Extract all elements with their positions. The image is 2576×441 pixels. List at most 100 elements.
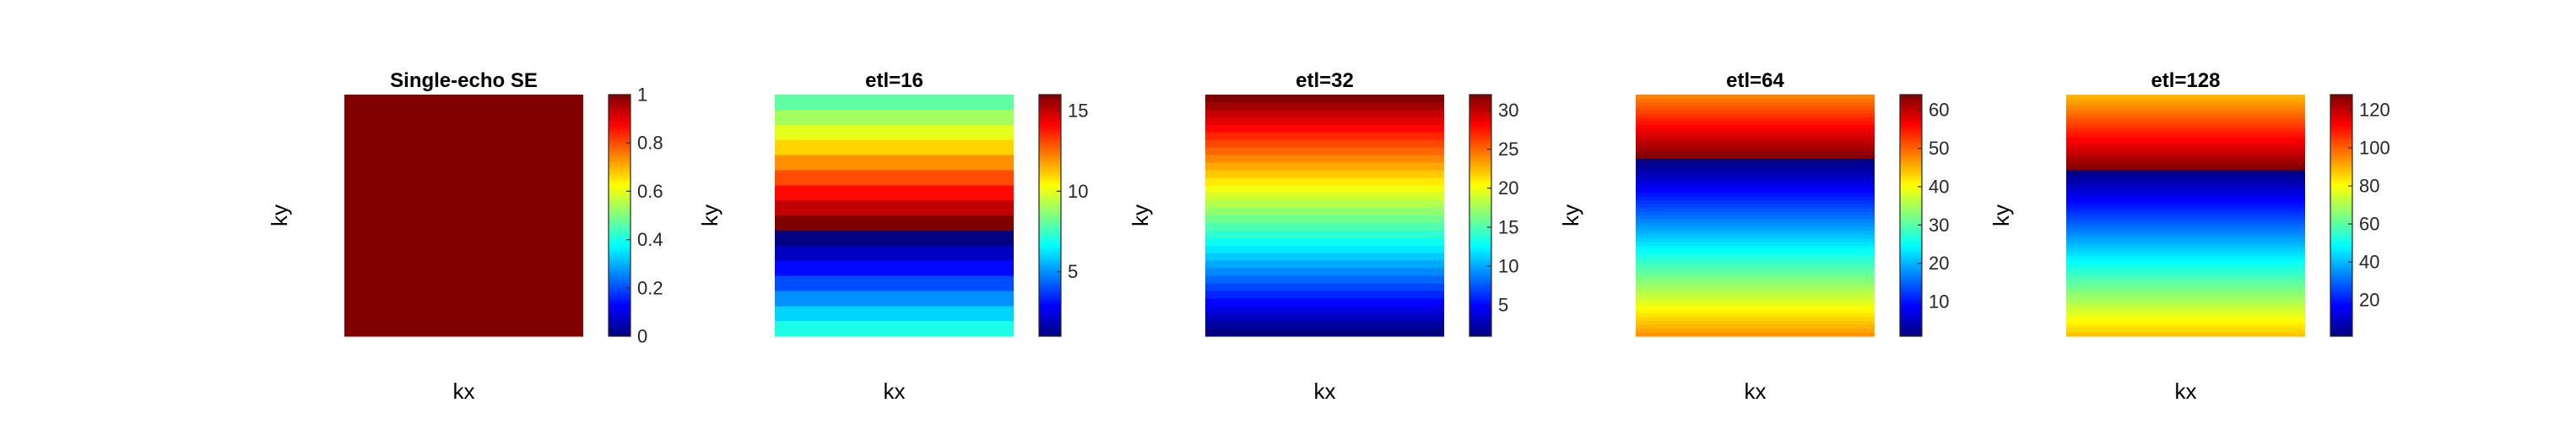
x-axis-label: kx [1314, 378, 1336, 404]
heatmap-row [1636, 215, 1875, 220]
heatmap-row [2066, 243, 2305, 247]
heatmap-row [2066, 210, 2305, 213]
heatmap-row [2066, 179, 2305, 182]
heatmap-row [2066, 259, 2305, 262]
heatmap-row [2066, 266, 2305, 270]
heatmap-row [1205, 155, 1444, 164]
heatmap-row [2066, 247, 2305, 250]
heatmap-row [1636, 208, 1875, 213]
heatmap-row [1636, 306, 1875, 311]
chart-title: etl=32 [1296, 69, 1354, 92]
heatmap-row [1636, 106, 1875, 111]
heatmap-row [2066, 324, 2305, 328]
heatmap-row [2066, 166, 2305, 169]
heatmap-row [2066, 215, 2305, 218]
heatmap-row [1636, 283, 1875, 288]
colorbar-tick-label: 5 [1068, 261, 1078, 282]
heatmap-row [1205, 215, 1444, 224]
chart-title: etl=128 [2151, 69, 2220, 92]
heatmap-row [2066, 330, 2305, 334]
heatmap-row [2066, 262, 2305, 265]
heatmap-row [1636, 95, 1875, 100]
heatmap-row [2066, 242, 2305, 245]
heatmap-row [2066, 202, 2305, 205]
colorbar-tick-label: 0.4 [637, 229, 663, 250]
heatmap-row [1636, 200, 1875, 205]
heatmap-row [775, 139, 1014, 156]
heatmap-row [2066, 304, 2305, 307]
chart-panel-3: etl=32 kx ky 5 10 15 20 25 30 [1128, 69, 1518, 404]
heatmap-row [2066, 115, 2305, 118]
colorbar-tick-label: 50 [1929, 138, 1949, 159]
heatmap-row [2066, 289, 2305, 291]
heatmap-row [1636, 158, 1875, 164]
heatmap-row [2066, 311, 2305, 314]
heatmap-row [1636, 181, 1875, 186]
heatmap-row [2066, 292, 2305, 296]
heatmap-row [2066, 329, 2305, 331]
heatmap-row [2066, 200, 2305, 203]
heatmap-row [2066, 257, 2305, 259]
heatmap-row [2066, 291, 2305, 294]
heatmap-row [2066, 144, 2305, 146]
chart-panel-5: etl=128 kx ky 20 40 60 80 100 120 [1989, 69, 2390, 404]
heatmap-row [2066, 181, 2305, 184]
heatmap-row [1636, 222, 1875, 228]
heatmap-row [775, 109, 1014, 126]
heatmap-row [1205, 139, 1444, 149]
heatmap-row [1636, 144, 1875, 149]
heatmap-row [2066, 283, 2305, 286]
heatmap-row [2066, 318, 2305, 322]
heatmap-row [2066, 300, 2305, 303]
heatmap-row [2066, 138, 2305, 141]
heatmap-row [2066, 332, 2305, 335]
heatmap-row [2066, 313, 2305, 317]
y-axis-label: ky [1128, 204, 1153, 226]
chart-panel-4: etl=64 kx ky 10 20 30 40 50 60 [1558, 69, 1949, 404]
heatmap-row [2066, 232, 2305, 235]
heatmap-row [2066, 190, 2305, 193]
heatmap-row [1636, 155, 1875, 160]
chart-title: etl=16 [865, 69, 923, 92]
heatmap-row [2066, 168, 2305, 171]
heatmap-row [1636, 332, 1875, 337]
heatmap-row [1636, 124, 1875, 129]
heatmap-row [1636, 136, 1875, 141]
colorbar [608, 94, 631, 337]
heatmap-row [2066, 274, 2305, 277]
heatmap-row [1205, 185, 1444, 193]
heatmap-row [2066, 117, 2305, 120]
colorbar-tick-label: 0.8 [637, 133, 663, 154]
heatmap-row [1636, 166, 1875, 171]
heatmap-row [1205, 147, 1444, 156]
heatmap-row [1205, 253, 1444, 262]
heatmap-row [1636, 170, 1875, 175]
heatmap-row [2066, 306, 2305, 309]
heatmap-row [2066, 279, 2305, 282]
heatmap-row [1636, 211, 1875, 216]
heatmap-row [1636, 309, 1875, 314]
heatmap-row [1205, 283, 1444, 291]
heatmap-row [2066, 173, 2305, 177]
heatmap-row [2066, 155, 2305, 158]
heatmap-row [2066, 170, 2305, 173]
heatmap-row [2066, 196, 2305, 199]
heatmap-row [775, 321, 1014, 337]
heatmap-row [1636, 257, 1875, 262]
heatmap-row [2066, 172, 2305, 175]
heatmap-row [1636, 317, 1875, 322]
heatmap-row [1636, 147, 1875, 152]
heatmap-row [2066, 211, 2305, 215]
heatmap-row [1636, 109, 1875, 114]
heatmap-row [2066, 321, 2305, 324]
heatmap-row [2066, 96, 2305, 100]
heatmap-row [2066, 264, 2305, 267]
heatmap-row [2066, 309, 2305, 313]
colorbar-tick-label: 10 [1929, 291, 1949, 313]
heatmap-row [2066, 334, 2305, 337]
heatmap-row [1636, 272, 1875, 277]
heatmap-row [2066, 277, 2305, 280]
heatmap-row [2066, 268, 2305, 271]
heatmap-row [2066, 156, 2305, 160]
